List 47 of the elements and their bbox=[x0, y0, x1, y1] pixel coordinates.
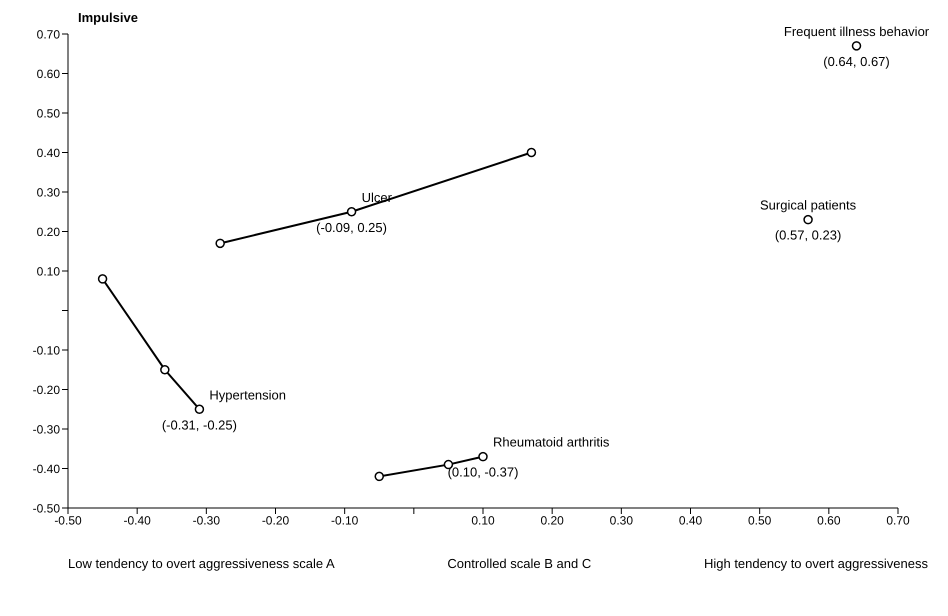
data-label: (-0.09, 0.25) bbox=[316, 220, 387, 235]
x-tick-label: -0.20 bbox=[262, 514, 290, 528]
point bbox=[160, 365, 170, 374]
data-label: (-0.31, -0.25) bbox=[162, 417, 237, 432]
point bbox=[98, 274, 108, 284]
y-tick-label: -0.40 bbox=[32, 462, 60, 476]
x-tick-label: -0.40 bbox=[123, 514, 152, 528]
x-tick-label: 0.60 bbox=[817, 514, 841, 528]
y-tick-label: -0.50 bbox=[32, 501, 60, 516]
point bbox=[803, 214, 813, 224]
series-label: Frequent illness behavior bbox=[784, 24, 930, 39]
x-tick-label: -0.50 bbox=[54, 514, 82, 528]
data-label: (0.10, -0.37) bbox=[448, 464, 518, 480]
y-tick-label: -0.20 bbox=[32, 382, 60, 397]
point bbox=[346, 207, 356, 216]
series-label: Rheumatoid arthritis bbox=[493, 434, 610, 450]
x-tick-label: 0.10 bbox=[471, 514, 495, 528]
point bbox=[526, 148, 536, 158]
y-tick-label: 0.40 bbox=[36, 146, 60, 160]
x-axis-title: High tendency to overt aggressiveness bbox=[704, 556, 928, 571]
y-tick-label: 0.60 bbox=[36, 66, 60, 81]
y-tick-label: 0.10 bbox=[36, 264, 60, 278]
y-tick-label: -0.30 bbox=[32, 422, 60, 436]
point bbox=[194, 404, 204, 414]
x-tick-label: 0.70 bbox=[886, 514, 910, 528]
series-label: Hypertension bbox=[209, 387, 286, 402]
y-axis-title: Impulsive bbox=[78, 10, 138, 25]
y-tick-label: 0.50 bbox=[36, 106, 60, 120]
data-label: (0.57, 0.23) bbox=[774, 228, 842, 243]
text: Controlled scale B and C bbox=[447, 556, 592, 571]
x-tick-label: 0.50 bbox=[748, 514, 772, 528]
series-label: Surgical patients bbox=[760, 198, 857, 213]
x-tick-label: 0.30 bbox=[610, 514, 634, 528]
y-tick-label: 0.30 bbox=[36, 185, 60, 200]
point bbox=[478, 452, 488, 462]
y-tick-label: 0.20 bbox=[36, 224, 60, 239]
x-tick-label: 0.20 bbox=[540, 514, 564, 528]
point bbox=[852, 41, 862, 51]
y-tick-label: -0.10 bbox=[32, 343, 60, 358]
x-tick-label: -0.30 bbox=[192, 514, 220, 528]
x-tick-label: -0.10 bbox=[330, 514, 359, 528]
point bbox=[215, 238, 225, 248]
data-label: (0.64, 0.67) bbox=[823, 54, 890, 69]
x-tick-label: 0.40 bbox=[678, 514, 702, 528]
point bbox=[374, 472, 384, 482]
y-tick-label: 0.70 bbox=[36, 27, 60, 42]
text: Low tendency to overt aggressiveness scale A bbox=[68, 556, 335, 571]
